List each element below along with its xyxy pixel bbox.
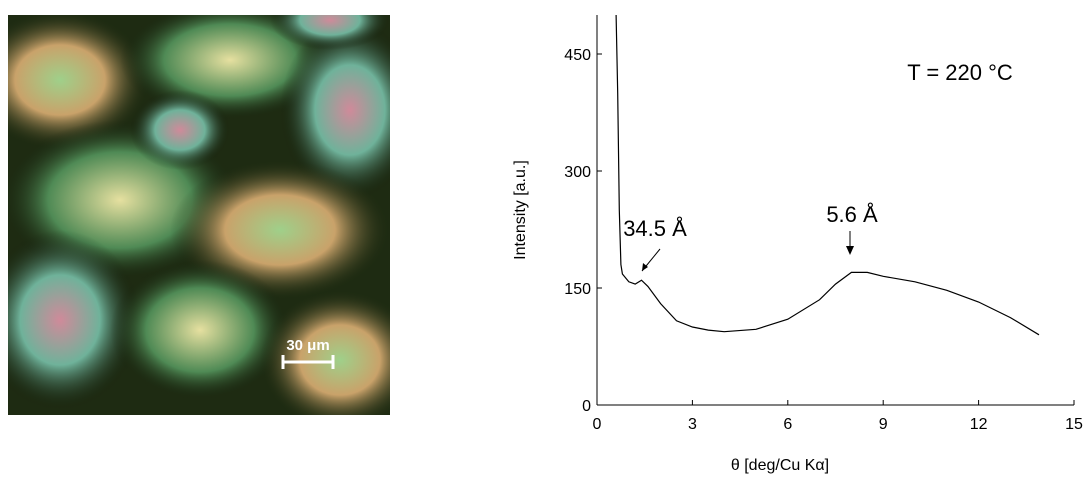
annotation: 34.5 Å xyxy=(623,216,687,241)
y-tick-label: 0 xyxy=(582,398,591,415)
x-tick-label: 0 xyxy=(593,416,602,433)
x-tick-label: 15 xyxy=(1065,416,1083,433)
micrograph: 30 μm xyxy=(8,15,390,415)
x-tick-label: 12 xyxy=(970,416,988,433)
y-tick-label: 300 xyxy=(564,164,591,181)
x-tick-label: 6 xyxy=(783,416,792,433)
y-tick-label: 450 xyxy=(564,47,591,64)
annotation: 5.6 Å xyxy=(826,202,878,227)
arrowhead xyxy=(642,263,648,271)
x-axis-label: θ [deg/Cu Kα] xyxy=(731,457,829,474)
x-tick-label: 9 xyxy=(879,416,888,433)
x-tick-label: 3 xyxy=(688,416,697,433)
y-tick-label: 150 xyxy=(564,281,591,298)
arrowhead xyxy=(846,246,854,255)
y-axis-label: Intensity [a.u.] xyxy=(512,160,529,260)
data-line xyxy=(615,14,1040,336)
scale-bar-label: 30 μm xyxy=(286,337,329,354)
annotation: T = 220 °C xyxy=(907,60,1013,85)
